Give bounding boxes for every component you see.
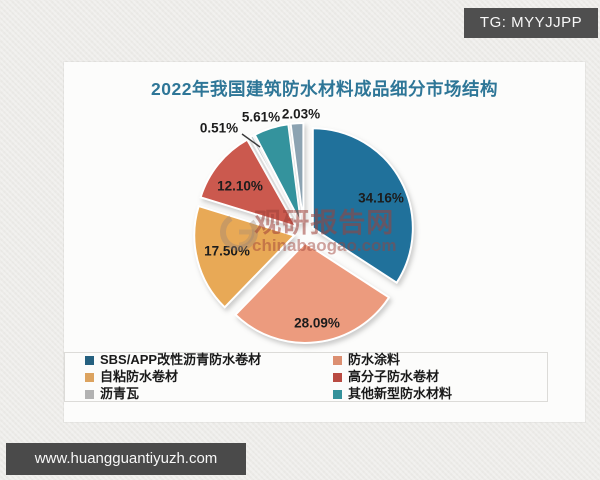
legend-label: SBS/APP改性沥青防水卷材 (100, 352, 262, 367)
legend-item: 沥青瓦 (85, 386, 333, 402)
legend-swatch-icon (85, 372, 94, 382)
legend-label: 高分子防水卷材 (348, 369, 440, 384)
legend-item: 自粘防水卷材 (85, 369, 333, 385)
legend-label: 其他新型防水材料 (348, 386, 453, 401)
legend-swatch-icon (333, 355, 342, 365)
legend-item: 其他新型防水材料 (333, 386, 547, 402)
chart-legend: SBS/APP改性沥青防水卷材 防水涂料自粘防水卷材 高分子防水卷材沥青瓦 其他新型防… (64, 352, 548, 402)
chart-title: 2022年我国建筑防水材料成品细分市场结构 (151, 79, 498, 99)
legend-swatch-icon (333, 372, 342, 382)
legend-label: 沥青瓦 (100, 386, 140, 401)
legend-item: 高分子防水卷材 (333, 369, 547, 385)
legend-label: 自粘防水卷材 (100, 369, 179, 384)
tg-badge: TG: MYYJJPP (464, 8, 598, 38)
legend-swatch-icon (85, 389, 94, 399)
legend-item: 防水涂料 (333, 352, 547, 368)
legend-item: SBS/APP改性沥青防水卷材 (85, 352, 333, 368)
url-badge: www.huangguantiyuzh.com (6, 443, 246, 475)
legend-swatch-icon (333, 389, 342, 399)
legend-swatch-icon (85, 355, 94, 365)
legend-label: 防水涂料 (348, 352, 401, 367)
